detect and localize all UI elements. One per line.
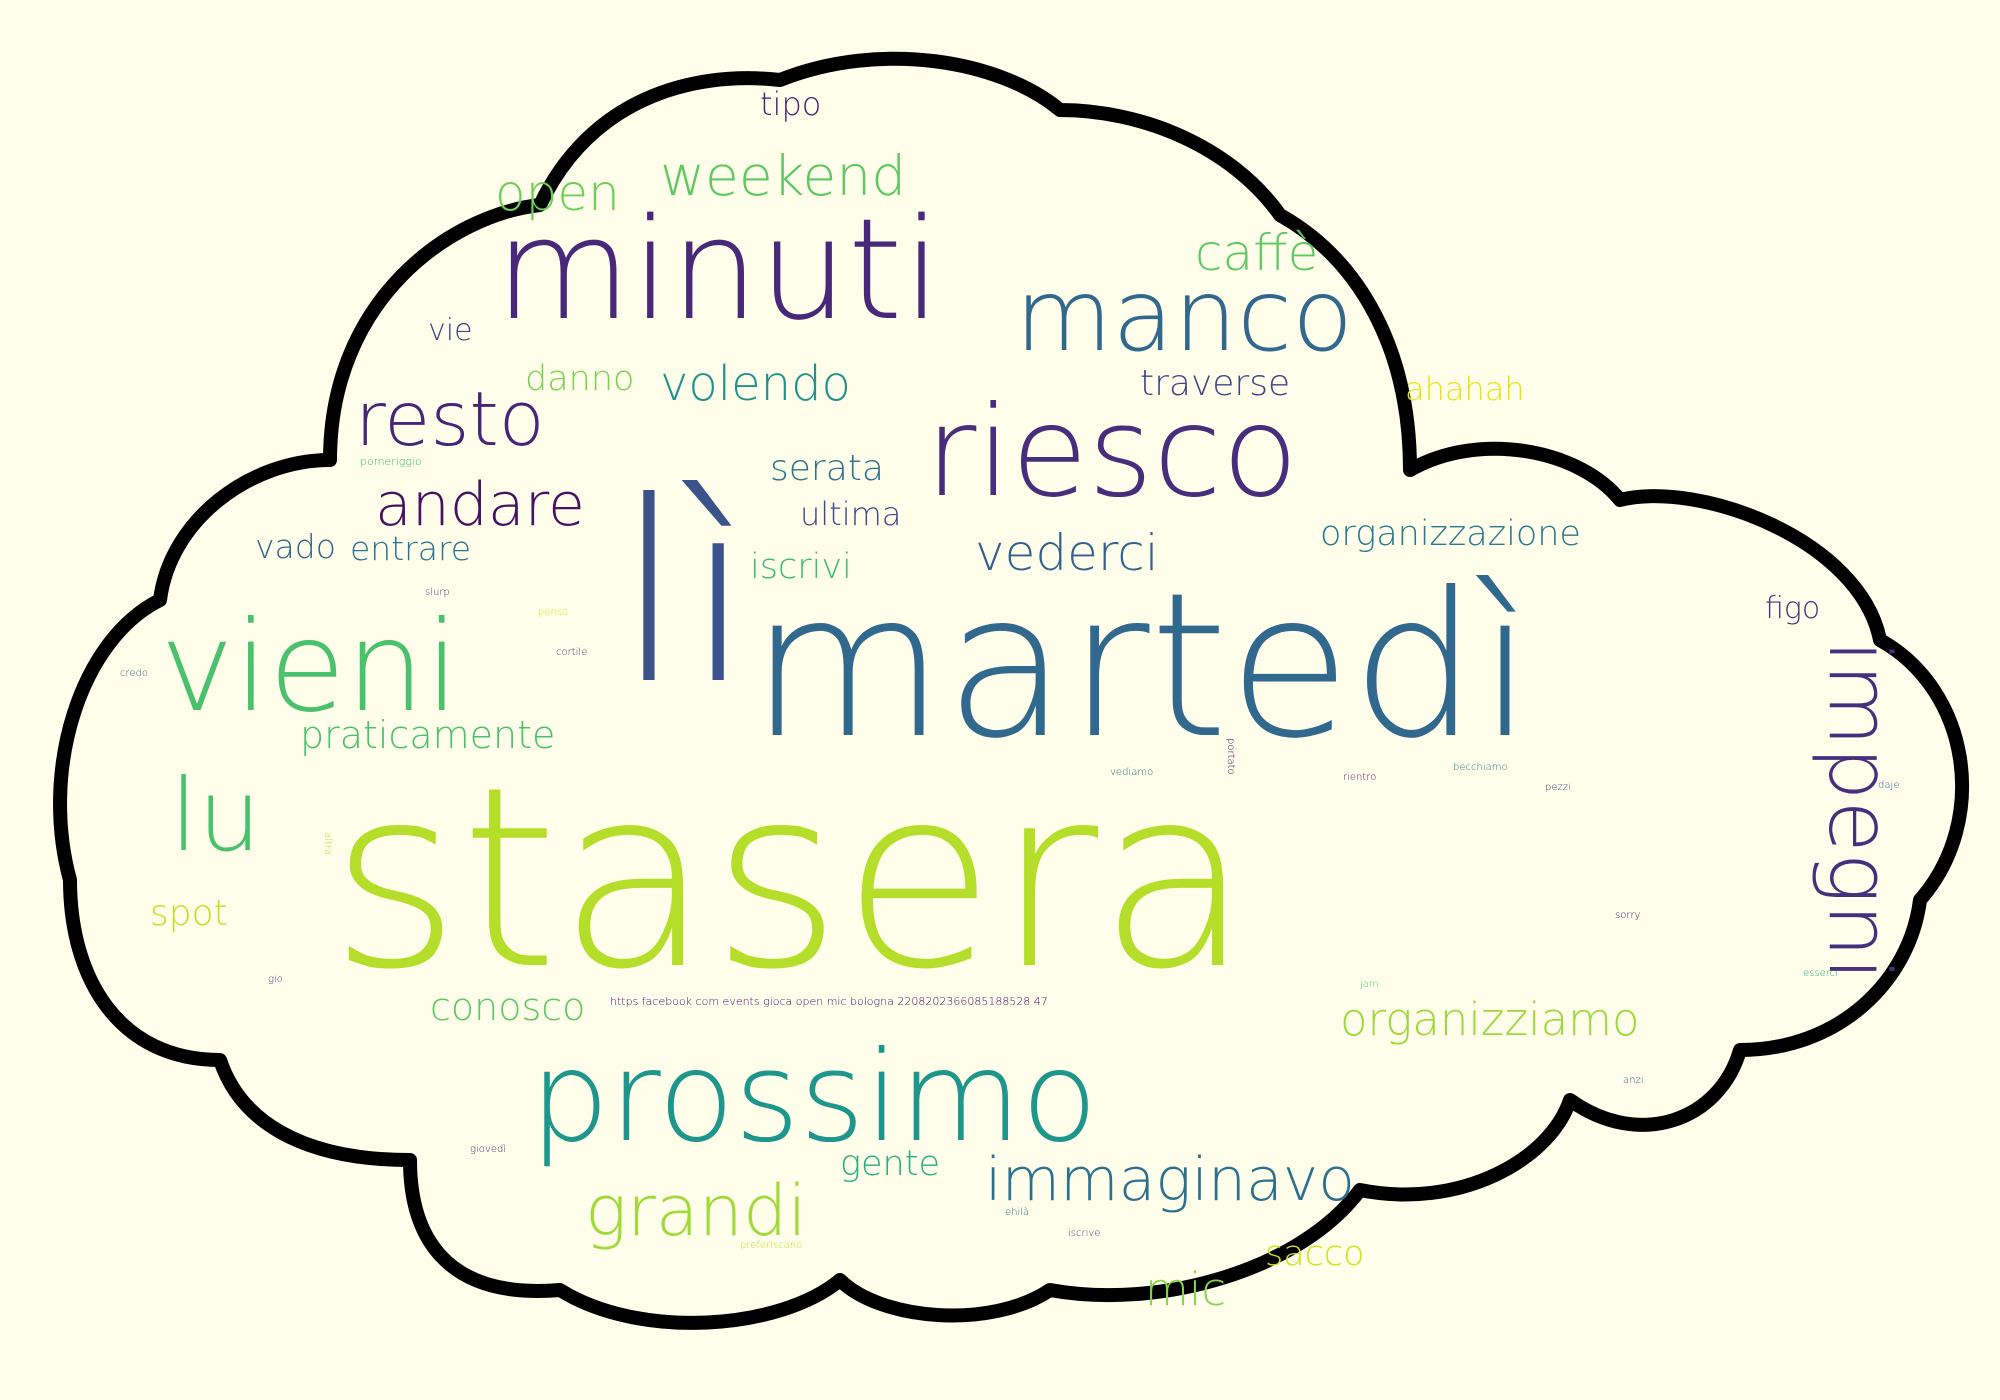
word-30: spot	[150, 893, 228, 934]
word-16: caffè	[1195, 224, 1318, 282]
word-14: weekend	[660, 144, 906, 208]
word-51: sorry	[1615, 910, 1641, 921]
word-33: iscrivi	[750, 547, 852, 587]
word-layer: staseralìmartedìminutiriescomancovienipr…	[120, 85, 1908, 1316]
word-0: stasera	[330, 733, 1252, 1024]
word-58: iscrive	[1068, 1228, 1100, 1239]
word-56: giovedì	[470, 1143, 506, 1155]
word-9: impegni	[1809, 640, 1908, 981]
word-36: vie	[428, 313, 473, 348]
word-7: prossimo	[530, 1025, 1098, 1170]
word-27: conosco	[430, 985, 585, 1029]
word-31: gente	[840, 1144, 940, 1184]
word-50: daje	[1878, 780, 1899, 791]
word-18: vederci	[975, 524, 1159, 582]
word-24: ahahah	[1405, 370, 1525, 408]
word-44: portato	[1225, 738, 1236, 775]
word-37: figo	[1765, 591, 1820, 626]
word-43: credo	[120, 668, 148, 679]
word-32: tipo	[760, 85, 821, 123]
word-34: entrare	[350, 529, 471, 568]
word-42: cortile	[556, 647, 587, 658]
word-25: danno	[525, 359, 634, 399]
word-19: organizziamo	[1340, 993, 1640, 1046]
word-28: mic	[1145, 1263, 1226, 1316]
word-54: esserci	[1803, 968, 1838, 979]
word-49: altra	[322, 832, 333, 855]
word-12: immaginavo	[985, 1145, 1355, 1215]
word-29: sacco	[1265, 1234, 1365, 1274]
word-26: praticamente	[300, 713, 555, 757]
word-53: jam	[1359, 979, 1379, 990]
word-17: volendo	[660, 356, 851, 412]
word-1: lì	[615, 448, 754, 739]
word-55: anzi	[1623, 1075, 1644, 1086]
cloud-shape	[53, 51, 1970, 1330]
word-35: vado	[255, 527, 336, 566]
word-8: lu	[170, 757, 261, 874]
word-46: vediamo	[1110, 767, 1153, 778]
word-6: vieni	[160, 595, 460, 740]
word-47: rientro	[1343, 772, 1376, 783]
word-20: organizzazione	[1320, 514, 1581, 554]
word-4: riesco	[925, 380, 1298, 525]
word-15: open	[495, 164, 620, 222]
word-45: pezzi	[1545, 782, 1571, 793]
word-38: https facebook com events gioca open mic…	[610, 995, 1048, 1008]
word-41: penso	[538, 607, 568, 618]
word-59: preferiscano	[740, 1240, 802, 1251]
word-11: andare	[375, 470, 585, 540]
word-52: gio	[268, 974, 283, 985]
word-57: ehilà	[1005, 1206, 1029, 1218]
word-3: minuti	[495, 189, 942, 352]
word-10: resto	[355, 375, 545, 463]
word-21: serata	[770, 448, 884, 489]
word-40: slurp	[425, 587, 450, 598]
word-2: martedì	[750, 550, 1534, 783]
word-5: manco	[1015, 257, 1353, 374]
word-22: ultima	[800, 495, 901, 533]
word-39: pomeriggio	[360, 455, 422, 468]
word-23: traverse	[1140, 363, 1290, 404]
word-13: grandi	[585, 1170, 807, 1252]
word-48: becchiamo	[1453, 762, 1508, 773]
